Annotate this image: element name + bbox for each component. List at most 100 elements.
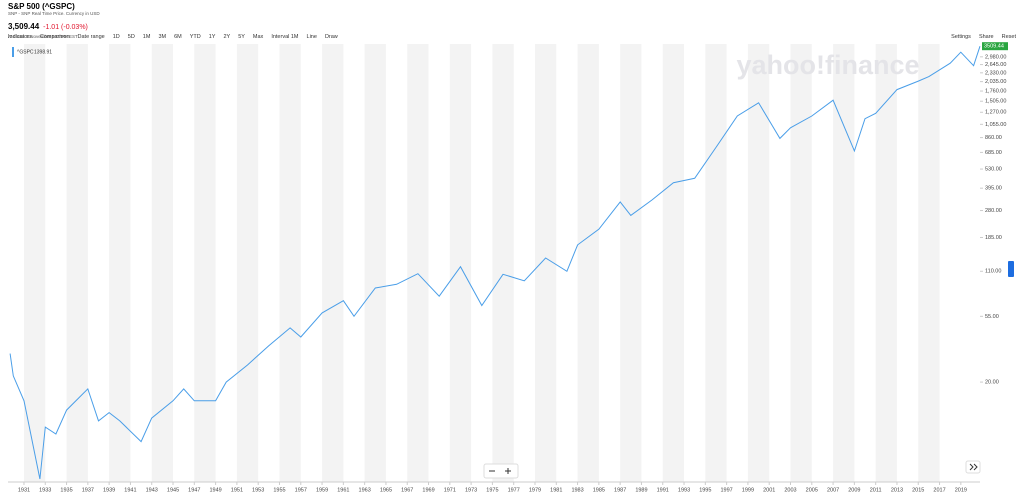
toolbar-button[interactable]: 2Y <box>223 34 231 40</box>
toolbar-button[interactable]: Date range <box>77 34 105 40</box>
x-tick-label: 1985 <box>593 487 605 493</box>
price-line <box>9 46 981 480</box>
y-tick-label: 20.00 <box>985 380 999 386</box>
toolbar-button[interactable]: 3M <box>158 34 167 40</box>
x-tick-label: 1945 <box>167 487 179 493</box>
y-tick-label: 860.00 <box>985 135 1002 141</box>
y-tick-label: 280.00 <box>985 208 1002 214</box>
band <box>236 44 259 482</box>
x-tick-label: 1935 <box>60 487 72 493</box>
toolbar: Indicators Comparison Date range 1D 5D 1M 3M 6M… <box>8 31 1016 43</box>
toolbar-button[interactable]: Settings <box>951 34 971 40</box>
x-tick-label: 1955 <box>273 487 285 493</box>
y-tick-label: 2,980.00 <box>985 54 1006 60</box>
x-tick-label: 1937 <box>82 487 94 493</box>
scroll-handle[interactable] <box>1008 261 1014 277</box>
toolbar-button[interactable]: Interval 1M <box>271 34 299 40</box>
band <box>747 44 770 482</box>
x-tick-label: 1961 <box>337 487 349 493</box>
y-tick-label: 185.00 <box>985 235 1002 241</box>
price: 3,509.44 <box>8 22 40 31</box>
x-tick-label: 1975 <box>486 487 498 493</box>
toolbar-button[interactable]: Draw <box>324 34 338 40</box>
x-tick-label: 1977 <box>508 487 520 493</box>
y-tick-label: 685.00 <box>985 150 1002 156</box>
x-tick-label: 1981 <box>550 487 562 493</box>
y-tick-label: 1,505.00 <box>985 99 1006 105</box>
toolbar-button[interactable]: Share <box>978 34 994 40</box>
x-tick-label: 1971 <box>444 487 456 493</box>
x-tick-label: 1979 <box>529 487 541 493</box>
x-tick-label: 1947 <box>188 487 200 493</box>
last-badge <box>982 42 1008 51</box>
y-tick-label: 1,270.00 <box>985 110 1006 116</box>
x-tick-label: 2005 <box>806 487 818 493</box>
x-tick-label: 1951 <box>231 487 243 493</box>
x-tick-label: 2007 <box>827 487 839 493</box>
x-tick-label: 1969 <box>422 487 434 493</box>
toolbar-button[interactable]: Indicators <box>8 34 32 40</box>
toolbar-button[interactable]: 1D <box>112 34 120 40</box>
band <box>407 44 429 482</box>
y-tick-label: 1,760.00 <box>985 89 1006 95</box>
x-tick-label: 1983 <box>571 487 583 493</box>
background <box>23 44 940 482</box>
toolbar-button[interactable]: Line <box>306 34 317 40</box>
x-tick-label: 1987 <box>614 487 626 493</box>
x-tick-label: 1943 <box>146 487 158 493</box>
x-tick-label: 1941 <box>124 487 136 493</box>
band <box>918 44 940 482</box>
toolbar-button[interactable]: YTD <box>189 34 201 40</box>
band <box>322 44 344 482</box>
title: S&P 500 (^GSPC) <box>8 2 75 11</box>
x-tick-label: 1957 <box>295 487 307 493</box>
zoom-controls[interactable] <box>483 463 519 479</box>
band <box>833 44 855 482</box>
x-tick-label: 1973 <box>465 487 477 493</box>
toolbar-button[interactable]: 5Y <box>238 34 245 40</box>
x-tick-label: 2011 <box>870 487 882 493</box>
x-tick-label: 1993 <box>678 487 690 493</box>
subtitle: SNP - SNP Real Time Price. Currency in U… <box>8 11 100 16</box>
last-value: 3509.44 <box>984 44 1004 50</box>
y-tick-label: 2,645.00 <box>985 62 1006 68</box>
y-tick-label: 1,055.00 <box>985 122 1006 128</box>
band <box>577 44 599 482</box>
x-tick-label: 1989 <box>635 487 647 493</box>
band <box>790 44 812 482</box>
toolbar-button[interactable]: Reset <box>1001 34 1016 40</box>
x-tick-label: 1967 <box>401 487 413 493</box>
band <box>23 44 46 482</box>
zoom-in[interactable] <box>505 468 511 474</box>
toolbar-button[interactable]: Max <box>252 34 264 40</box>
x-tick-label: 1991 <box>657 487 669 493</box>
band <box>492 44 514 482</box>
band <box>66 44 88 482</box>
band <box>194 44 216 482</box>
x-tick-label: 1965 <box>380 487 392 493</box>
band <box>151 44 174 482</box>
y-tick-label: 395.00 <box>985 186 1002 192</box>
watermark: yahoo!finance <box>736 50 919 80</box>
x-tick-label: 1933 <box>39 487 51 493</box>
toolbar-button[interactable]: 1Y <box>208 34 216 40</box>
band <box>875 44 897 482</box>
toolbar-button[interactable]: 1M <box>142 34 151 40</box>
x-tick-label: 2003 <box>784 487 796 493</box>
jump-icon <box>969 463 978 471</box>
x-tick-label: 1939 <box>103 487 115 493</box>
band <box>662 44 685 482</box>
y-tick-label: 530.00 <box>985 167 1002 173</box>
band <box>705 44 727 482</box>
change: -1.01 (-0.03%) <box>43 24 88 31</box>
y-tick-label: 110.00 <box>985 269 1001 275</box>
band <box>534 44 557 482</box>
toolbar-button[interactable]: Comparison <box>39 34 70 40</box>
toolbar-button[interactable]: 6M <box>174 34 182 40</box>
x-tick-label: 1953 <box>252 487 264 493</box>
y-tick-label: 55.00 <box>985 314 999 320</box>
x-tick-label: 2013 <box>891 487 903 493</box>
x-tick-label: 1995 <box>699 487 711 493</box>
toolbar-button[interactable]: 5D <box>127 34 135 40</box>
